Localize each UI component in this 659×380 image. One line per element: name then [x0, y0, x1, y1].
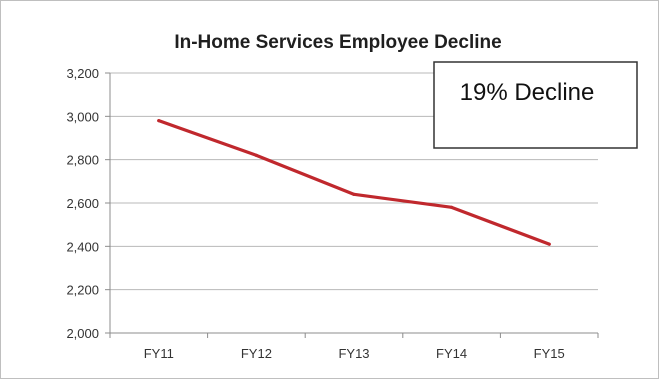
gridlines: [110, 72, 598, 291]
y-tick-label: 2,400: [66, 239, 99, 254]
data-point: [547, 242, 551, 246]
x-tick-label: FY12: [241, 346, 272, 361]
y-tick-label: 2,800: [66, 153, 99, 168]
y-tick-label: 3,200: [66, 66, 99, 81]
y-tick-label: 2,000: [66, 326, 99, 341]
y-tick-label: 2,600: [66, 196, 99, 211]
x-axis-ticks: FY11 FY12 FY13 FY14 FY15: [109, 333, 599, 361]
data-point: [157, 119, 161, 123]
x-tick-label: FY13: [338, 346, 369, 361]
series-layer: [157, 119, 551, 246]
callout-box: [433, 61, 638, 149]
y-tick-label: 3,000: [66, 109, 99, 124]
data-point: [254, 153, 258, 157]
x-tick-label: FY15: [534, 346, 565, 361]
decline-callout: 19% Decline: [433, 61, 638, 149]
data-point: [352, 192, 356, 196]
callout-text: 19% Decline: [460, 79, 595, 106]
x-tick-label: FY11: [144, 346, 174, 361]
y-tick-label: 2,200: [66, 283, 99, 298]
chart-title: In-Home Services Employee Decline: [174, 32, 501, 53]
data-point: [450, 205, 454, 209]
x-tick-label: FY14: [436, 346, 467, 361]
y-axis-ticks: 2,000 2,200 2,400 2,600 2,800 3,000 3,200: [66, 66, 110, 341]
